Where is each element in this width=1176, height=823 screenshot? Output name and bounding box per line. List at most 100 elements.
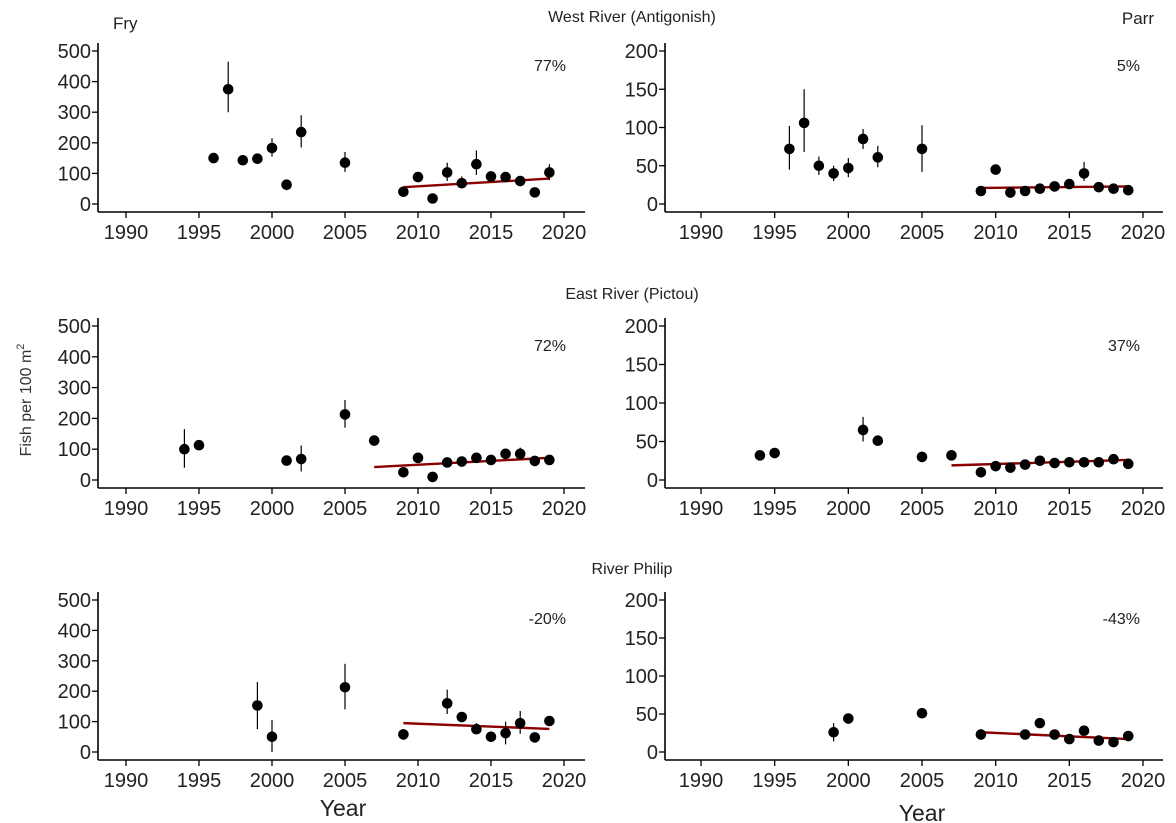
data-point [412, 452, 424, 464]
panel-west-river-antigonish-parr: 1990 1995 2000 2005 2010 2015 2020 0 50 100 150 200… [625, 41, 1166, 244]
data-point [1019, 185, 1031, 197]
data-point [398, 467, 409, 478]
data-point [222, 83, 234, 95]
data-point [857, 424, 869, 436]
x-tick-label: 2000 [826, 222, 871, 244]
stage-label-fry: Fry [113, 14, 138, 33]
row-title-east-river: East River (Pictou) [565, 286, 698, 303]
y-tick-label: 150 [625, 355, 658, 377]
x-tick-label: 1995 [752, 222, 797, 244]
x-tick-label: 2005 [900, 770, 945, 792]
data-point [281, 455, 292, 466]
y-tick-label: 100 [625, 666, 658, 688]
data-point [754, 450, 766, 461]
data-point [1019, 459, 1031, 470]
data-point [1108, 183, 1119, 194]
data-point [529, 455, 541, 467]
data-point [1034, 717, 1046, 729]
data-point [1064, 178, 1075, 190]
data-point [975, 467, 987, 478]
percent-change-label: 37% [1108, 338, 1140, 355]
data-point [1122, 458, 1134, 470]
y-tick-label: 50 [636, 432, 658, 454]
y-tick-label: 500 [58, 41, 91, 63]
x-tick-label: 2020 [542, 770, 587, 792]
data-point [471, 158, 482, 170]
x-tick-label: 1995 [752, 498, 797, 520]
data-point [398, 729, 409, 740]
y-tick-label: 100 [625, 393, 658, 415]
data-point [872, 435, 884, 447]
x-tick-label: 2020 [1121, 770, 1166, 792]
x-tick-label: 1990 [679, 498, 724, 520]
data-point [485, 731, 497, 743]
x-tick-label: 1990 [104, 222, 149, 244]
data-point [500, 727, 511, 739]
percent-change-label: -43% [1103, 611, 1140, 628]
data-point [916, 143, 928, 155]
y-tick-label: 400 [58, 620, 91, 642]
data-point [529, 732, 541, 743]
x-tick-label: 2005 [900, 222, 945, 244]
row-title-west-river: West River (Antigonish) [548, 9, 716, 26]
data-point [1078, 168, 1090, 179]
data-point [441, 698, 453, 709]
y-tick-label: 200 [625, 41, 658, 63]
stage-label-parr: Parr [1122, 9, 1154, 28]
data-point [193, 439, 205, 451]
data-point [1122, 184, 1134, 196]
y-tick-label: 150 [625, 79, 658, 101]
data-point [339, 681, 351, 693]
panel-east-river-pictou-fry: 1990 1995 2000 2005 2010 2015 2020 0 100 200 300 40… [58, 316, 587, 520]
y-tick-label: 400 [58, 72, 91, 94]
y-tick-label: 100 [58, 712, 91, 734]
data-point [946, 450, 957, 461]
percent-change-label: 77% [534, 58, 566, 75]
data-point [1064, 456, 1075, 468]
y-axis-title-superscript: 2 [15, 344, 27, 350]
x-tick-label: 2000 [826, 770, 871, 792]
data-point [514, 175, 526, 187]
data-point [295, 126, 307, 138]
y-tick-label: 50 [636, 704, 658, 726]
data-point [1019, 729, 1031, 740]
y-tick-label: 0 [80, 742, 91, 764]
y-tick-label: 300 [58, 102, 91, 124]
data-point [456, 456, 468, 467]
data-point [843, 162, 854, 174]
x-tick-label: 2005 [323, 498, 368, 520]
data-point [471, 452, 482, 464]
y-tick-label: 0 [80, 470, 91, 492]
y-tick-label: 400 [58, 347, 91, 369]
data-point [1078, 725, 1090, 737]
y-tick-label: 150 [625, 628, 658, 650]
data-point [441, 457, 453, 468]
data-point [1005, 462, 1016, 473]
x-tick-label: 2015 [1047, 770, 1092, 792]
panel-river-philipfry: 1990 1995 2000 2005 2010 2015 2020 0 100 200 300 40… [58, 590, 587, 792]
y-tick-label: 200 [58, 133, 91, 155]
x-tick-label: 1990 [104, 498, 149, 520]
data-point [485, 454, 497, 466]
data-point [295, 453, 307, 465]
data-point [471, 723, 482, 735]
data-point [990, 460, 1001, 472]
data-point [179, 443, 190, 455]
y-tick-label: 100 [58, 163, 91, 185]
x-tick-label: 2020 [1121, 222, 1166, 244]
data-point [368, 435, 380, 446]
x-tick-label: 2015 [469, 498, 514, 520]
x-tick-label: 2020 [542, 498, 587, 520]
data-point [813, 160, 825, 172]
data-point [857, 133, 869, 145]
data-point [252, 700, 263, 711]
y-tick-label: 500 [58, 590, 91, 612]
data-point [1005, 187, 1016, 198]
x-tick-label: 2005 [323, 770, 368, 792]
y-tick-label: 100 [58, 439, 91, 461]
data-point [544, 715, 555, 727]
data-point [252, 153, 263, 165]
data-point [975, 729, 987, 740]
data-point [500, 171, 511, 183]
x-tick-label: 1995 [752, 770, 797, 792]
